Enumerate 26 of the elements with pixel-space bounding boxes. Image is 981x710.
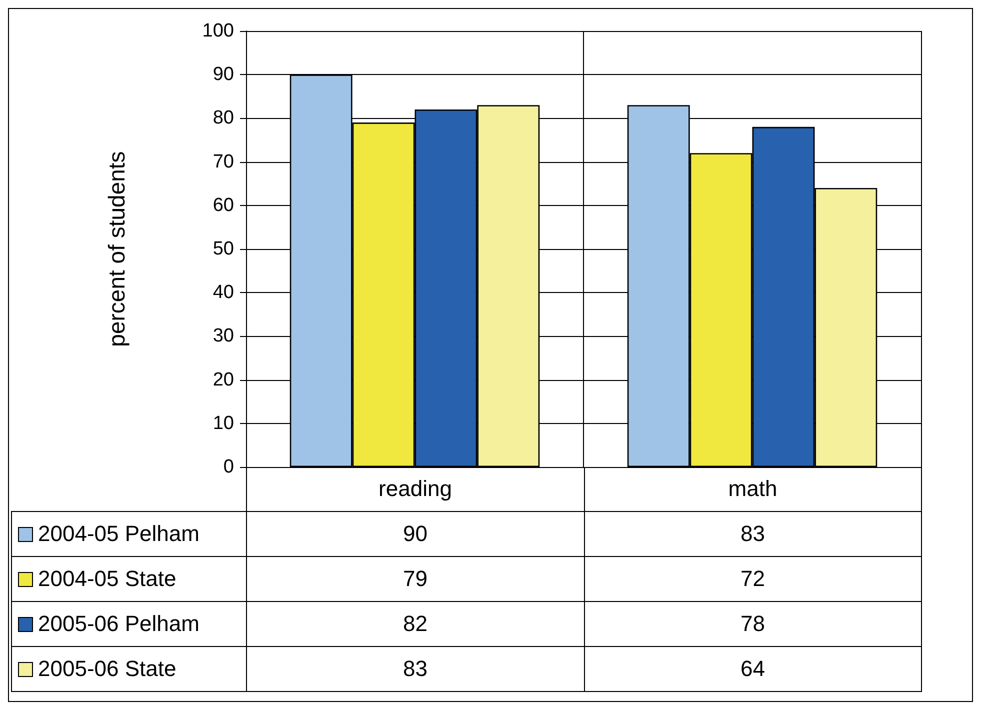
data-label: 82	[246, 602, 584, 646]
y-tick-label: 10	[212, 412, 234, 434]
y-tick-label: 40	[212, 282, 234, 304]
y-tick-label: 50	[212, 238, 234, 260]
data-label: 72	[584, 556, 922, 602]
y-tick-label: 30	[212, 326, 234, 347]
y-tick-label: 80	[212, 108, 234, 129]
data-label: 78	[584, 602, 922, 646]
y-tick-label: 60	[212, 194, 234, 216]
legend-label: 2004-05 Pelham	[38, 522, 200, 547]
data-label: 79	[246, 556, 584, 602]
y-axis-title: percent of students	[104, 151, 130, 347]
data-label: 83	[246, 646, 584, 692]
data-label: 83	[584, 512, 922, 556]
y-tick-label: 70	[212, 151, 234, 172]
x-tick-label: reading	[246, 467, 584, 512]
legend-label: 2005-06 Pelham	[38, 612, 200, 637]
y-tick-label: 20	[212, 369, 234, 390]
x-tick-label: math	[584, 467, 922, 512]
data-label: 90	[246, 512, 584, 556]
data-label: 64	[584, 646, 922, 692]
legend-label: 2005-06 State	[38, 656, 176, 682]
y-tick-label: 0	[223, 456, 234, 478]
legend-label: 2004-05 State	[38, 566, 176, 592]
y-tick-label: 100	[202, 20, 234, 42]
y-tick-label: 90	[212, 64, 234, 86]
